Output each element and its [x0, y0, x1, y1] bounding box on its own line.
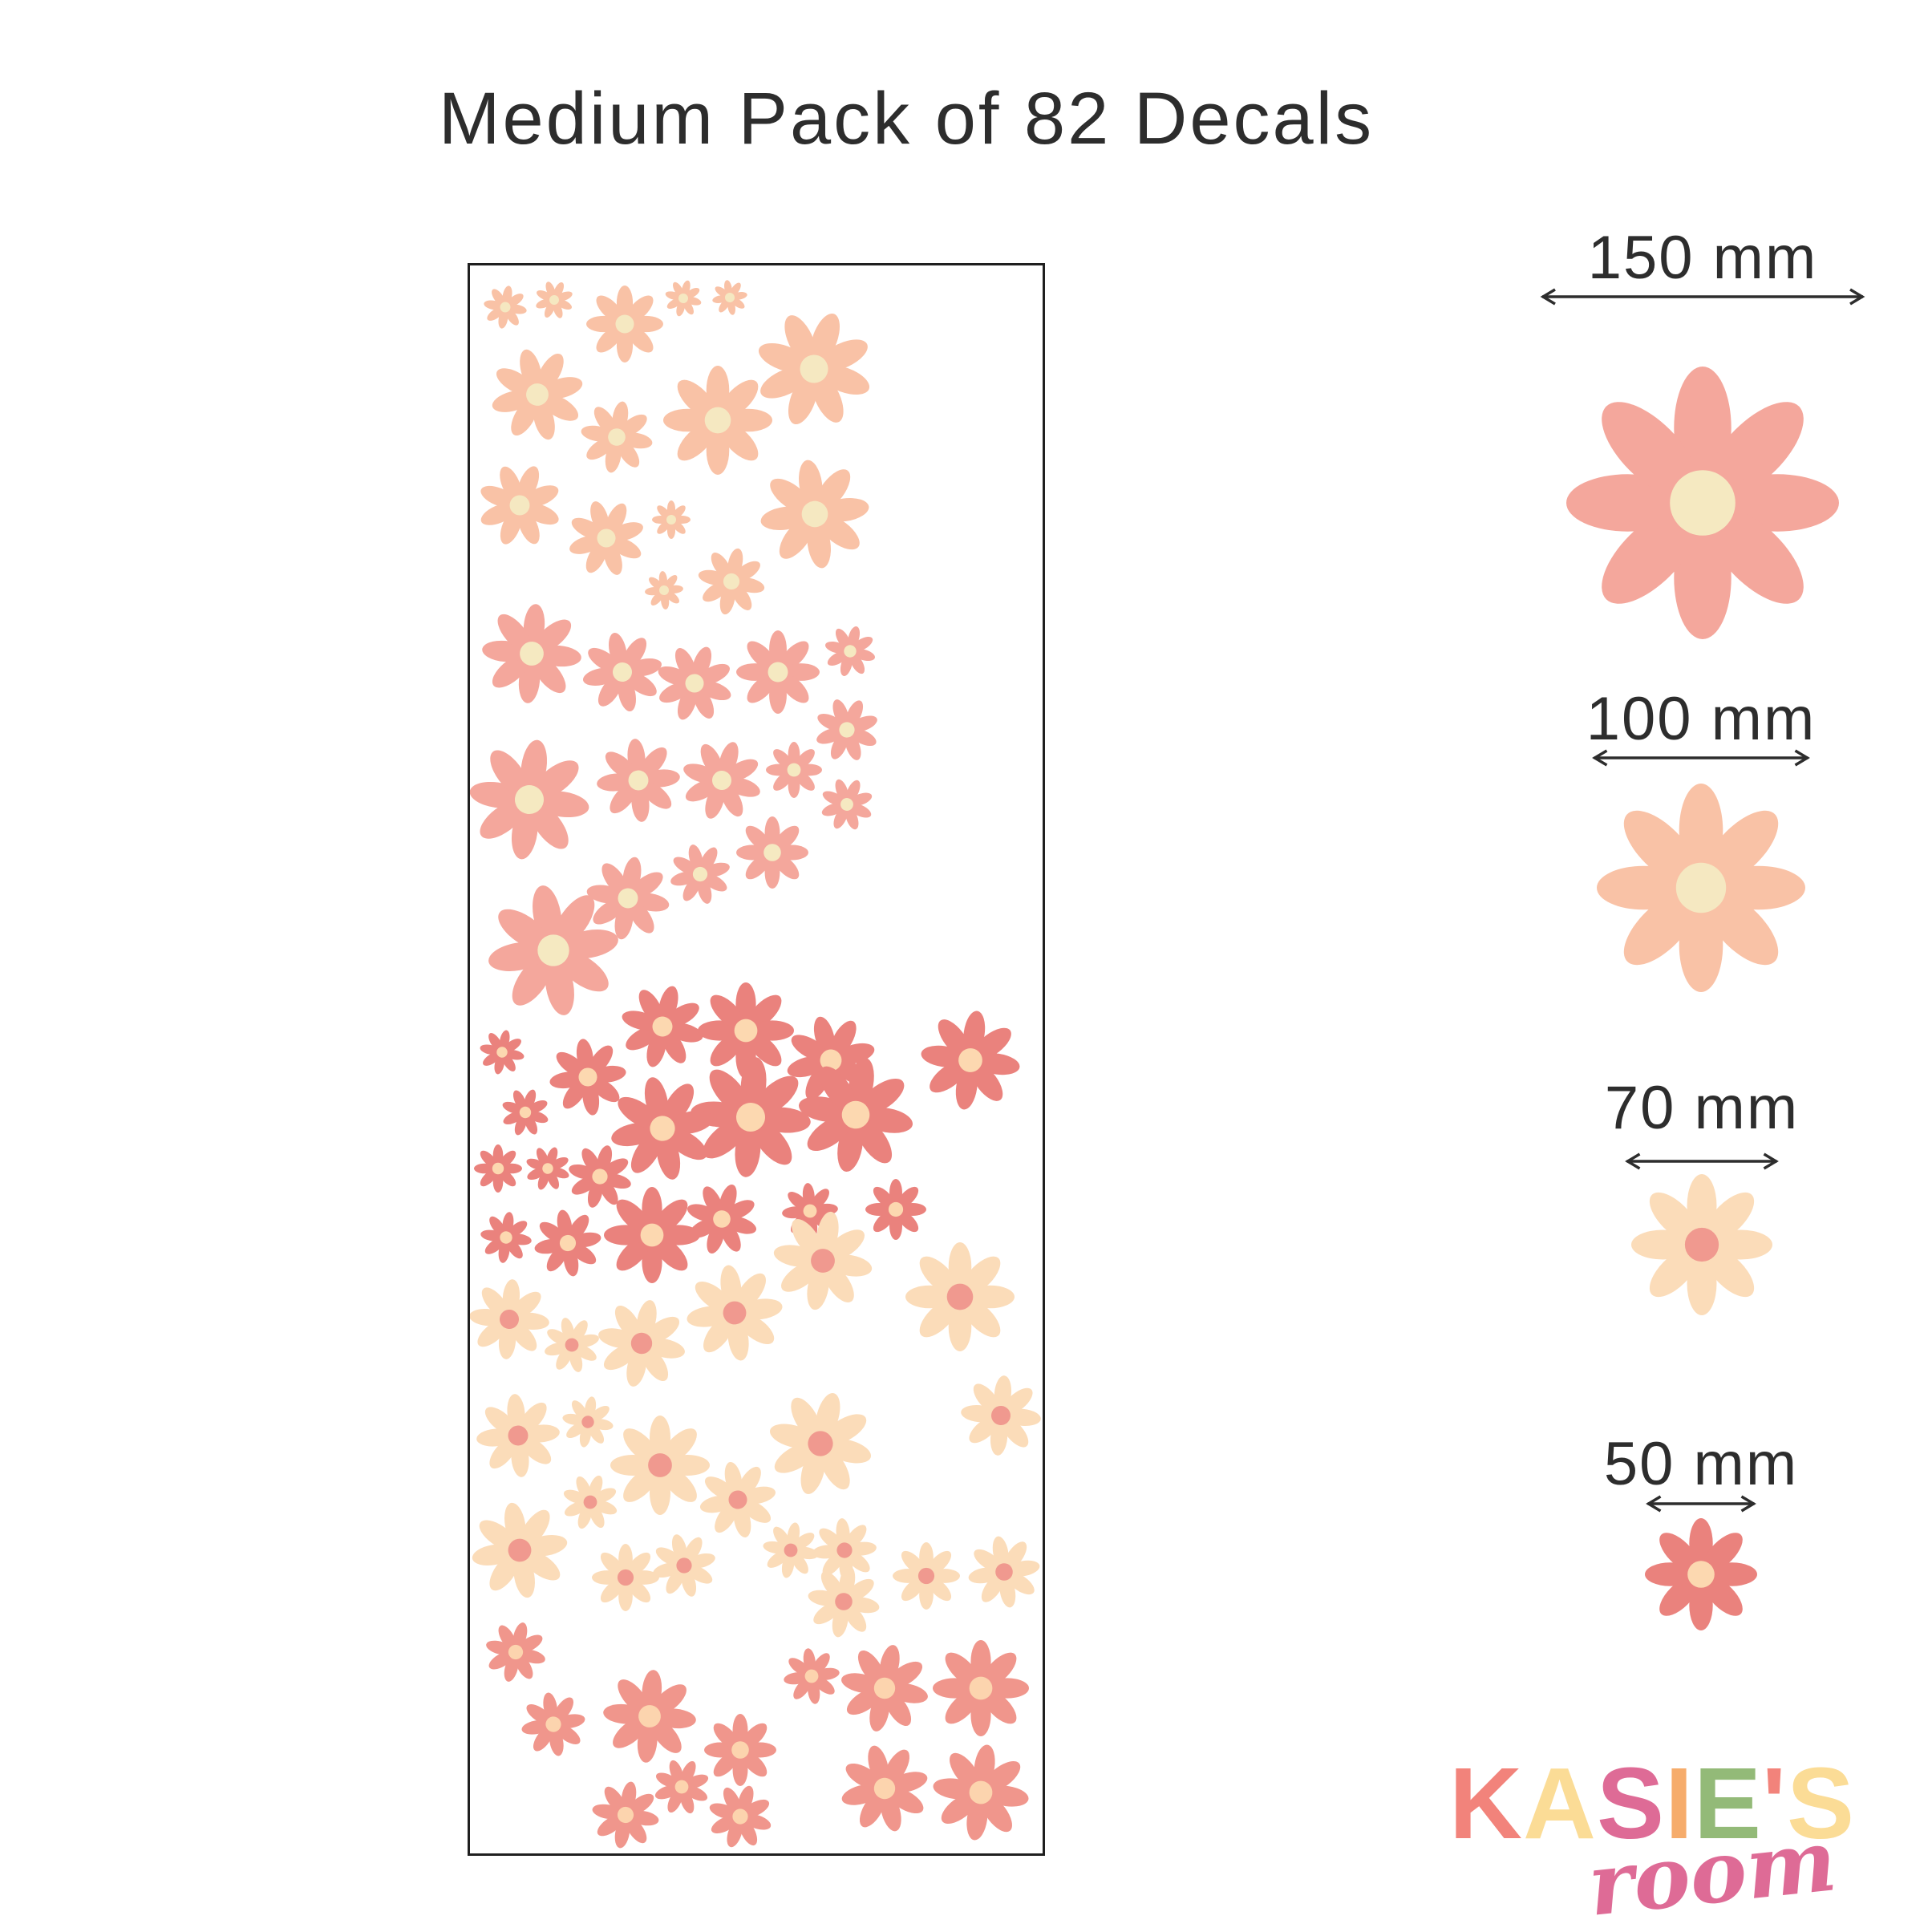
brand-letter: ' — [1762, 1747, 1788, 1860]
decal-sheet — [468, 263, 1045, 1856]
size-label-150mm: 150 mm — [1587, 224, 1818, 292]
size-label-70mm: 70 mm — [1604, 1074, 1800, 1142]
brand-letter: S — [1787, 1747, 1856, 1860]
brand-wordmark: KASIE'S — [1412, 1753, 1893, 1854]
brand-logo: KASIE'S room — [1412, 1753, 1893, 1932]
brand-letter: S — [1596, 1747, 1665, 1860]
size-sample-flower — [1597, 784, 1805, 992]
size-sample-flower — [1631, 1174, 1772, 1315]
brand-letter: K — [1448, 1747, 1523, 1860]
brand-script-word: room — [1583, 1809, 1841, 1932]
brand-letter: I — [1664, 1747, 1694, 1860]
size-label-50mm: 50 mm — [1603, 1430, 1799, 1498]
brand-letter: A — [1522, 1747, 1597, 1860]
size-label-100mm: 100 mm — [1586, 685, 1817, 753]
size-sample-flower — [1566, 367, 1839, 639]
size-sample-flower — [1645, 1518, 1757, 1630]
page-title: Medium Pack of 82 Decals — [438, 78, 1375, 160]
size-arrow — [1625, 1152, 1779, 1170]
brand-letter: E — [1694, 1747, 1763, 1860]
